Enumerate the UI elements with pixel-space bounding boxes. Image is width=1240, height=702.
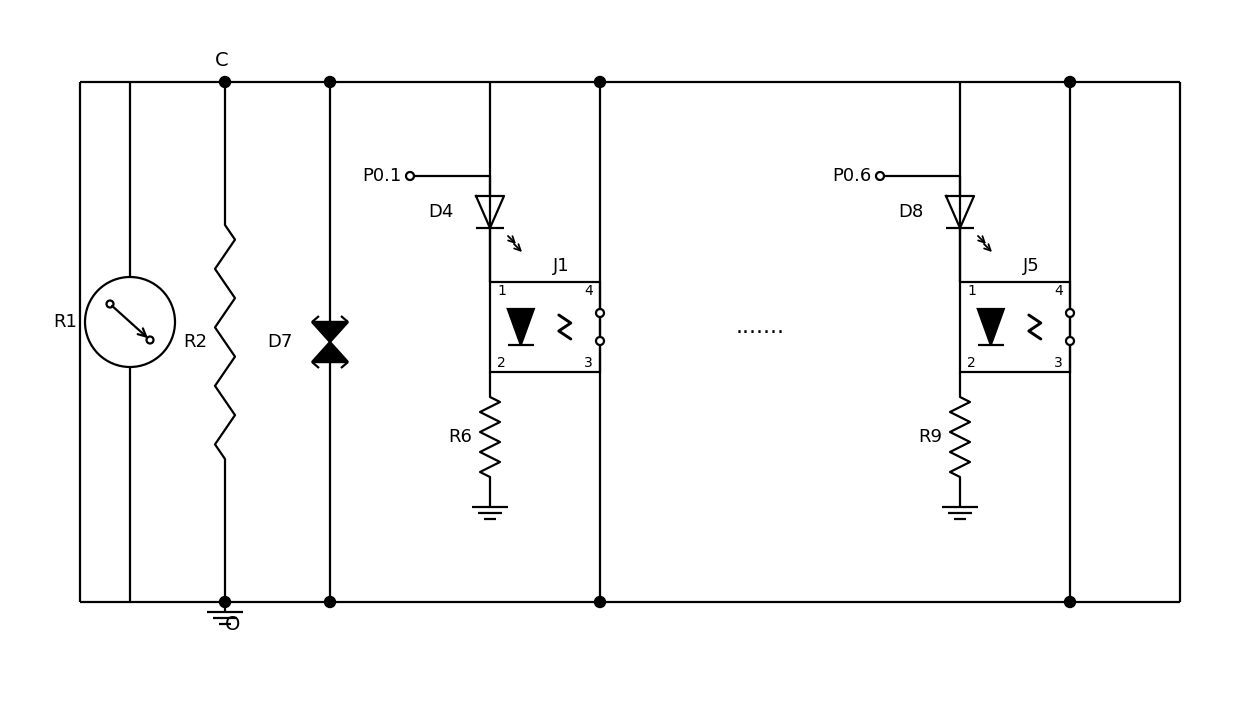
Text: 1: 1 <box>967 284 976 298</box>
Circle shape <box>875 172 884 180</box>
Text: J1: J1 <box>553 257 570 275</box>
Text: P0.6: P0.6 <box>833 167 872 185</box>
Text: C: C <box>216 51 229 69</box>
Circle shape <box>219 597 231 607</box>
Polygon shape <box>508 309 533 345</box>
Text: 2: 2 <box>967 356 976 370</box>
Text: R6: R6 <box>448 428 472 446</box>
Circle shape <box>325 77 336 88</box>
Text: O: O <box>226 614 241 633</box>
Bar <box>490 282 600 372</box>
Circle shape <box>1066 309 1074 317</box>
Circle shape <box>107 300 114 307</box>
Text: D8: D8 <box>899 203 924 221</box>
Polygon shape <box>312 322 348 342</box>
Text: 3: 3 <box>1054 356 1063 370</box>
Text: .......: ....... <box>735 317 785 337</box>
Circle shape <box>594 597 605 607</box>
Text: D7: D7 <box>268 333 293 351</box>
Circle shape <box>1064 77 1075 88</box>
Text: 4: 4 <box>584 284 593 298</box>
Text: 3: 3 <box>584 356 593 370</box>
Text: J5: J5 <box>1023 257 1040 275</box>
Circle shape <box>1064 597 1075 607</box>
Text: 2: 2 <box>497 356 506 370</box>
Polygon shape <box>978 309 1004 345</box>
Text: P0.1: P0.1 <box>363 167 402 185</box>
Text: 4: 4 <box>1054 284 1063 298</box>
Text: D4: D4 <box>429 203 454 221</box>
Circle shape <box>146 336 154 343</box>
Circle shape <box>405 172 414 180</box>
Bar <box>960 282 1070 372</box>
Text: 1: 1 <box>497 284 506 298</box>
Circle shape <box>596 337 604 345</box>
Text: R2: R2 <box>184 333 207 351</box>
Circle shape <box>1066 337 1074 345</box>
Polygon shape <box>312 342 348 362</box>
Circle shape <box>596 309 604 317</box>
Text: R9: R9 <box>918 428 942 446</box>
Text: R1: R1 <box>53 313 77 331</box>
Circle shape <box>594 77 605 88</box>
Circle shape <box>325 597 336 607</box>
Circle shape <box>219 77 231 88</box>
